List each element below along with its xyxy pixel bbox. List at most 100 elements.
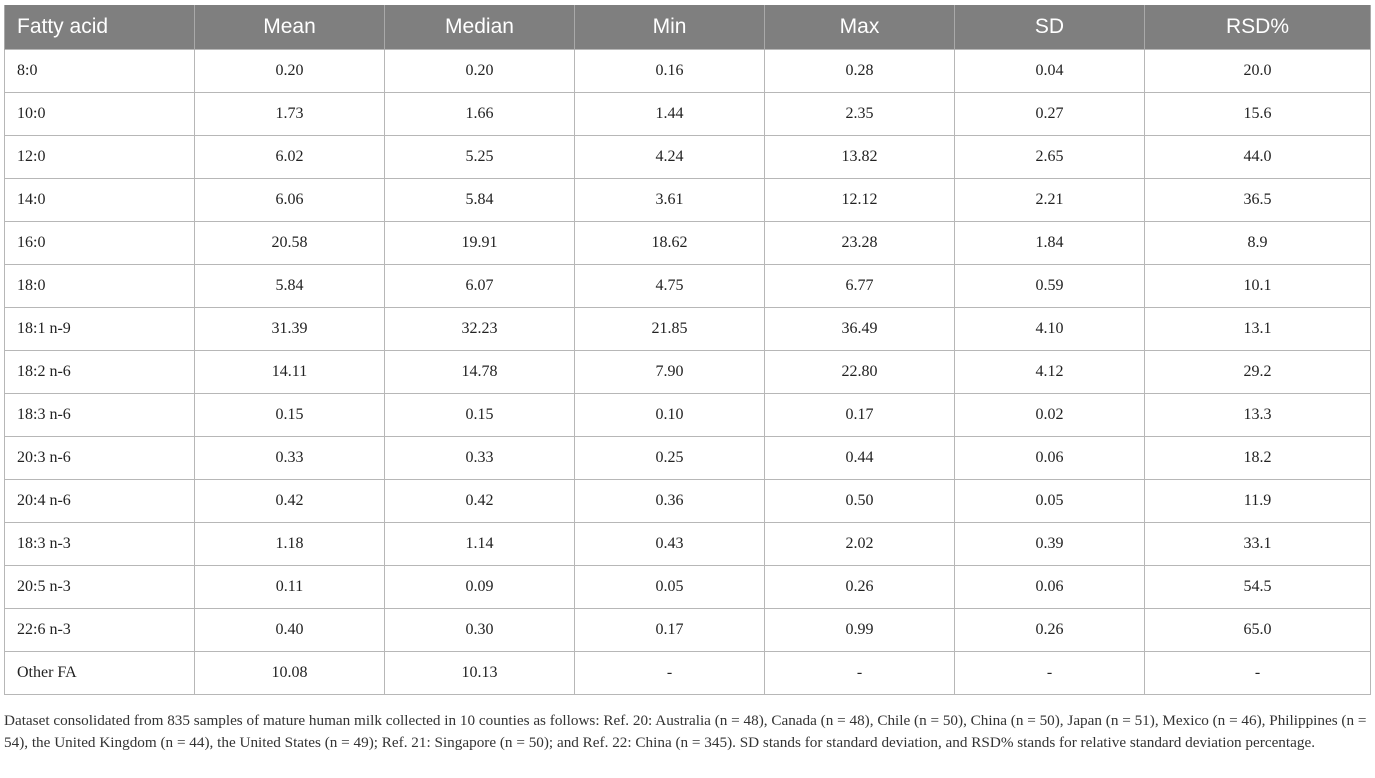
cell-min: 1.44 xyxy=(574,92,765,136)
cell-median: 1.14 xyxy=(384,522,575,566)
cell-mean: 1.73 xyxy=(194,92,385,136)
cell-max: 2.02 xyxy=(764,522,955,566)
cell-mean: 6.06 xyxy=(194,178,385,222)
cell-mean: 10.08 xyxy=(194,651,385,695)
cell-fatty-acid: 18:2 n-6 xyxy=(4,350,195,394)
table-row: 16:0 20.58 19.91 18.62 23.28 1.84 8.9 xyxy=(4,221,1371,265)
header-max: Max xyxy=(764,5,955,50)
cell-mean: 0.42 xyxy=(194,479,385,523)
cell-sd: 0.26 xyxy=(954,608,1145,652)
cell-min: 0.17 xyxy=(574,608,765,652)
cell-fatty-acid: 20:4 n-6 xyxy=(4,479,195,523)
cell-median: 5.25 xyxy=(384,135,575,179)
cell-min: 18.62 xyxy=(574,221,765,265)
cell-max: 0.50 xyxy=(764,479,955,523)
cell-rsd-percent: 20.0 xyxy=(1144,49,1371,93)
cell-median: 0.30 xyxy=(384,608,575,652)
cell-sd: 4.10 xyxy=(954,307,1145,351)
cell-fatty-acid: 20:5 n-3 xyxy=(4,565,195,609)
cell-median: 19.91 xyxy=(384,221,575,265)
cell-min: 0.43 xyxy=(574,522,765,566)
cell-max: 36.49 xyxy=(764,307,955,351)
cell-rsd-percent: - xyxy=(1144,651,1371,695)
table-header-row: Fatty acid Mean Median Min Max SD RSD% xyxy=(4,5,1371,50)
cell-median: 5.84 xyxy=(384,178,575,222)
cell-rsd-percent: 54.5 xyxy=(1144,565,1371,609)
cell-max: 6.77 xyxy=(764,264,955,308)
cell-max: 0.26 xyxy=(764,565,955,609)
cell-fatty-acid: 18:0 xyxy=(4,264,195,308)
cell-median: 0.42 xyxy=(384,479,575,523)
cell-sd: 4.12 xyxy=(954,350,1145,394)
cell-mean: 6.02 xyxy=(194,135,385,179)
table-row: 18:0 5.84 6.07 4.75 6.77 0.59 10.1 xyxy=(4,264,1371,308)
cell-fatty-acid: 12:0 xyxy=(4,135,195,179)
cell-fatty-acid: 18:3 n-6 xyxy=(4,393,195,437)
header-mean: Mean xyxy=(194,5,385,50)
cell-min: - xyxy=(574,651,765,695)
cell-median: 0.20 xyxy=(384,49,575,93)
cell-fatty-acid: 18:1 n-9 xyxy=(4,307,195,351)
table-row: 18:3 n-3 1.18 1.14 0.43 2.02 0.39 33.1 xyxy=(4,522,1371,566)
cell-min: 0.10 xyxy=(574,393,765,437)
cell-mean: 31.39 xyxy=(194,307,385,351)
cell-fatty-acid: 18:3 n-3 xyxy=(4,522,195,566)
fatty-acid-table-container: Fatty acid Mean Median Min Max SD RSD% 8… xyxy=(4,5,1371,695)
header-rsd-percent: RSD% xyxy=(1144,5,1371,50)
cell-sd: 2.65 xyxy=(954,135,1145,179)
cell-max: 2.35 xyxy=(764,92,955,136)
cell-mean: 0.15 xyxy=(194,393,385,437)
cell-mean: 0.11 xyxy=(194,565,385,609)
cell-max: - xyxy=(764,651,955,695)
header-sd: SD xyxy=(954,5,1145,50)
cell-rsd-percent: 29.2 xyxy=(1144,350,1371,394)
header-min: Min xyxy=(574,5,765,50)
cell-sd: - xyxy=(954,651,1145,695)
cell-sd: 0.02 xyxy=(954,393,1145,437)
cell-sd: 0.59 xyxy=(954,264,1145,308)
cell-mean: 0.33 xyxy=(194,436,385,480)
cell-min: 21.85 xyxy=(574,307,765,351)
cell-rsd-percent: 11.9 xyxy=(1144,479,1371,523)
cell-min: 4.75 xyxy=(574,264,765,308)
table-row: 18:1 n-9 31.39 32.23 21.85 36.49 4.10 13.1 xyxy=(4,307,1371,351)
cell-fatty-acid: 22:6 n-3 xyxy=(4,608,195,652)
cell-mean: 20.58 xyxy=(194,221,385,265)
table-row: 20:3 n-6 0.33 0.33 0.25 0.44 0.06 18.2 xyxy=(4,436,1371,480)
cell-median: 0.15 xyxy=(384,393,575,437)
cell-rsd-percent: 8.9 xyxy=(1144,221,1371,265)
cell-fatty-acid: 14:0 xyxy=(4,178,195,222)
cell-rsd-percent: 65.0 xyxy=(1144,608,1371,652)
cell-rsd-percent: 18.2 xyxy=(1144,436,1371,480)
header-median: Median xyxy=(384,5,575,50)
cell-sd: 0.04 xyxy=(954,49,1145,93)
cell-sd: 0.05 xyxy=(954,479,1145,523)
cell-min: 0.36 xyxy=(574,479,765,523)
cell-median: 0.33 xyxy=(384,436,575,480)
cell-median: 14.78 xyxy=(384,350,575,394)
cell-mean: 14.11 xyxy=(194,350,385,394)
cell-min: 3.61 xyxy=(574,178,765,222)
cell-rsd-percent: 36.5 xyxy=(1144,178,1371,222)
cell-min: 0.16 xyxy=(574,49,765,93)
cell-sd: 2.21 xyxy=(954,178,1145,222)
cell-min: 4.24 xyxy=(574,135,765,179)
cell-median: 6.07 xyxy=(384,264,575,308)
cell-min: 0.05 xyxy=(574,565,765,609)
cell-max: 0.17 xyxy=(764,393,955,437)
cell-max: 13.82 xyxy=(764,135,955,179)
cell-mean: 0.20 xyxy=(194,49,385,93)
cell-rsd-percent: 15.6 xyxy=(1144,92,1371,136)
table-row: 18:3 n-6 0.15 0.15 0.10 0.17 0.02 13.3 xyxy=(4,393,1371,437)
cell-median: 1.66 xyxy=(384,92,575,136)
cell-median: 0.09 xyxy=(384,565,575,609)
cell-rsd-percent: 10.1 xyxy=(1144,264,1371,308)
cell-median: 10.13 xyxy=(384,651,575,695)
cell-mean: 0.40 xyxy=(194,608,385,652)
cell-rsd-percent: 13.3 xyxy=(1144,393,1371,437)
cell-sd: 0.06 xyxy=(954,436,1145,480)
cell-max: 23.28 xyxy=(764,221,955,265)
cell-rsd-percent: 33.1 xyxy=(1144,522,1371,566)
table-row: 10:0 1.73 1.66 1.44 2.35 0.27 15.6 xyxy=(4,92,1371,136)
cell-sd: 1.84 xyxy=(954,221,1145,265)
